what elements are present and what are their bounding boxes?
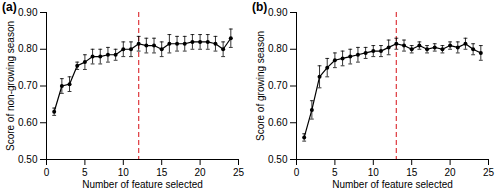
svg-text:0.70: 0.70 — [18, 80, 38, 91]
svg-text:15: 15 — [156, 167, 168, 178]
svg-text:Score of growing season: Score of growing season — [255, 31, 266, 141]
svg-text:Score of non-growing season: Score of non-growing season — [5, 21, 16, 151]
svg-text:20: 20 — [445, 167, 457, 178]
svg-text:0.60: 0.60 — [18, 117, 38, 128]
svg-text:0.50: 0.50 — [18, 154, 38, 165]
svg-text:5: 5 — [332, 167, 338, 178]
svg-text:0: 0 — [294, 167, 300, 178]
svg-text:0.80: 0.80 — [18, 43, 38, 54]
html-text:(b): (b) — [252, 0, 268, 14]
svg-text:25: 25 — [233, 167, 245, 178]
svg-text:0.70: 0.70 — [268, 80, 288, 91]
svg-text:20: 20 — [195, 167, 207, 178]
svg-text:0.90: 0.90 — [18, 7, 38, 18]
svg-text:25: 25 — [483, 167, 495, 178]
svg-text:10: 10 — [118, 167, 130, 178]
html-text:(a): (a) — [2, 0, 17, 14]
svg-text:Number of feature selected: Number of feature selected — [82, 179, 203, 190]
svg-text:15: 15 — [406, 167, 418, 178]
svg-text:0: 0 — [44, 167, 50, 178]
svg-text:0.80: 0.80 — [268, 43, 288, 54]
svg-text:10: 10 — [368, 167, 380, 178]
svg-text:0.50: 0.50 — [268, 154, 288, 165]
svg-text:5: 5 — [82, 167, 88, 178]
svg-text:Number of feature selected: Number of feature selected — [332, 179, 453, 190]
svg-text:0.60: 0.60 — [268, 117, 288, 128]
svg-text:0.90: 0.90 — [268, 7, 288, 18]
